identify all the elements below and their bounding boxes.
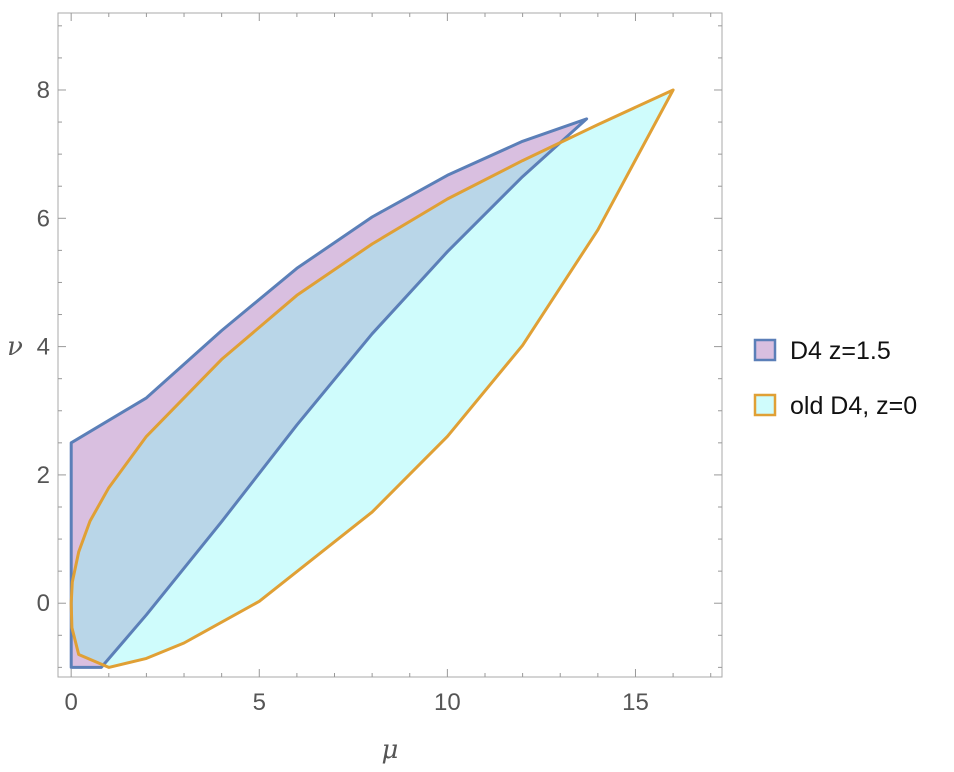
x-axis-label: μ [382, 735, 399, 765]
y-axis-label: ν [7, 332, 23, 362]
legend-swatch [753, 393, 777, 417]
x-tick-label: 0 [64, 689, 77, 716]
legend-label: old D4, z=0 [790, 392, 917, 420]
y-tick-label: 8 [37, 77, 50, 104]
x-tick-label: 10 [434, 689, 461, 716]
y-tick-label: 6 [37, 205, 50, 232]
x-tick-label: 5 [253, 689, 266, 716]
series-boundary-d4-z15 [69, 117, 589, 669]
y-axis-ticks: 0 2 4 6 8 [37, 25, 722, 668]
x-axis-ticks: 0 5 10 15 [64, 13, 712, 716]
y-tick-label: 0 [37, 590, 50, 617]
series-boundary-old-d4-z0 [69, 88, 675, 669]
legend-label: D4 z=1.5 [790, 337, 891, 365]
y-tick-label: 2 [37, 462, 50, 489]
x-tick-label: 15 [622, 689, 649, 716]
legend-swatch [753, 338, 777, 362]
legend: D4 z=1.5 old D4, z=0 [753, 337, 917, 420]
plot-regions [69, 88, 675, 669]
y-tick-label: 4 [37, 334, 50, 361]
plot-frame [57, 12, 723, 678]
